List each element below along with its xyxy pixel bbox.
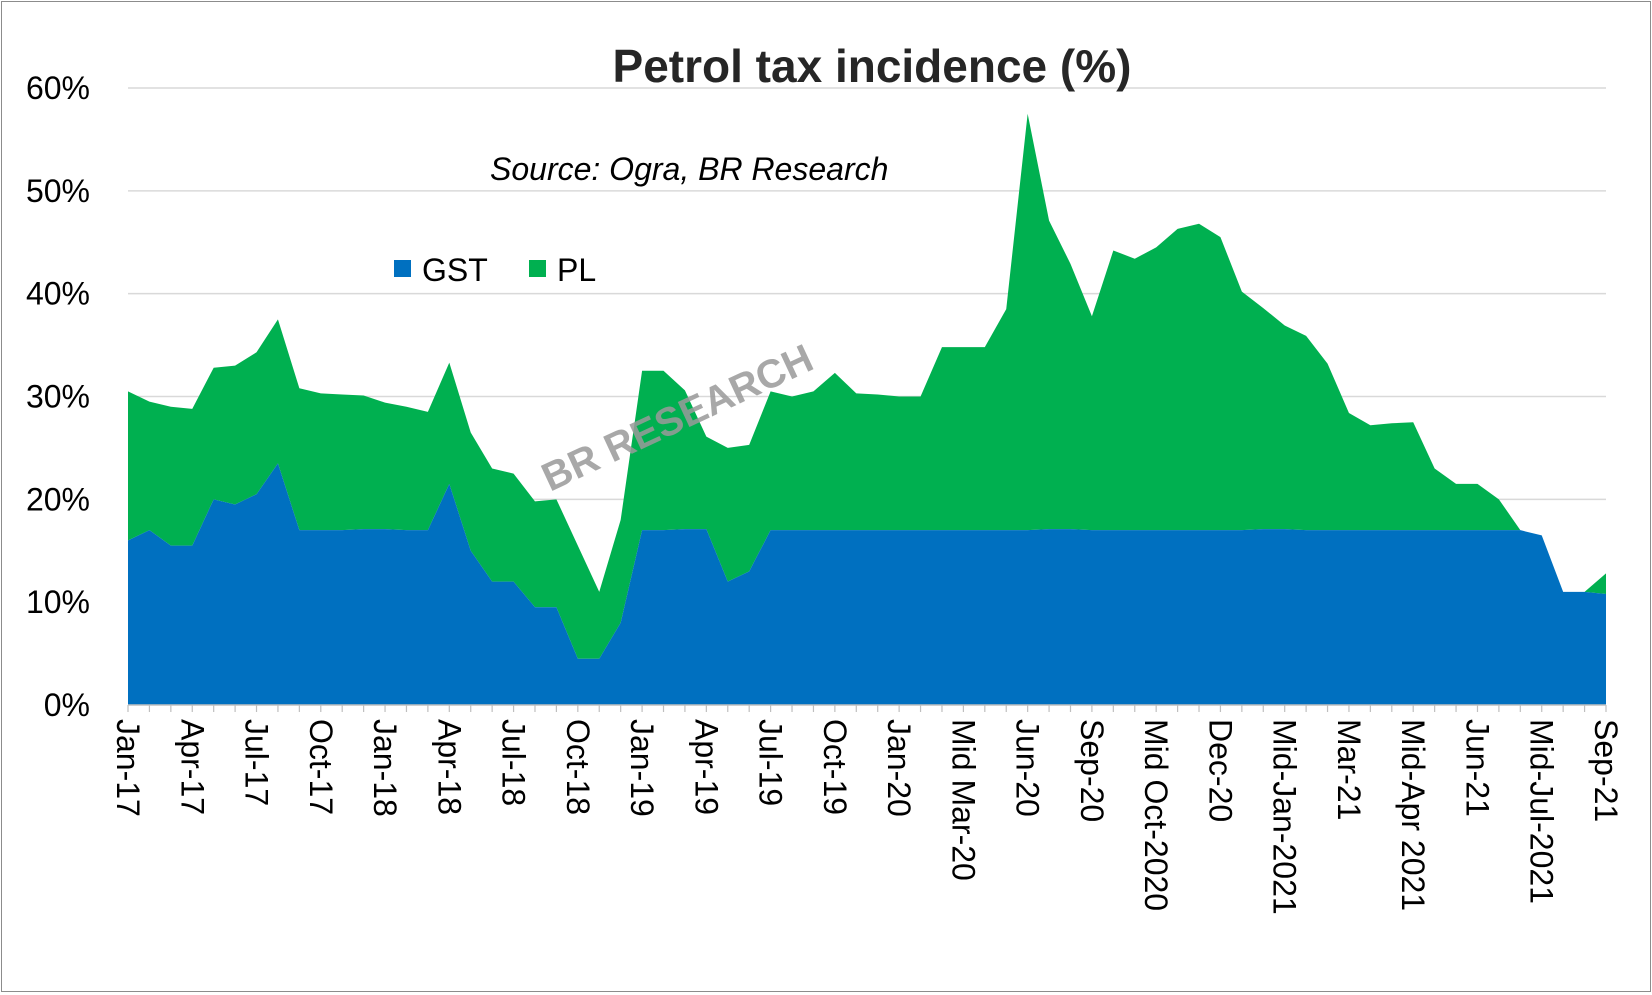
x-tick-label: Mid Oct-2020 bbox=[1138, 719, 1174, 911]
y-axis-ticks: 0% 10% 20% 30% 40% 50% 60% bbox=[26, 70, 90, 723]
chart-title: Petrol tax incidence (%) bbox=[613, 40, 1132, 92]
y-tick-label: 40% bbox=[26, 276, 90, 312]
legend-swatch-pl bbox=[529, 260, 546, 277]
area-series-gst bbox=[128, 463, 1606, 705]
x-tick-label: Oct-19 bbox=[817, 719, 853, 815]
x-tick-label: Jan-18 bbox=[367, 719, 403, 817]
y-tick-label: 10% bbox=[26, 584, 90, 620]
x-tick-label: Sep-20 bbox=[1074, 719, 1110, 822]
x-tick-label: Mar-21 bbox=[1331, 719, 1367, 820]
plot-areas bbox=[128, 113, 1606, 705]
x-tick-label: Oct-18 bbox=[560, 719, 596, 815]
x-tick-label: Mid-Jul-2021 bbox=[1524, 719, 1560, 904]
x-tick-label: Jul-17 bbox=[239, 719, 275, 806]
legend: GST PL bbox=[394, 252, 596, 288]
x-tick-label: Mid-Apr 2021 bbox=[1395, 719, 1431, 911]
x-tick-label: Jul-18 bbox=[496, 719, 532, 806]
legend-swatch-gst bbox=[394, 260, 411, 277]
y-tick-label: 0% bbox=[44, 687, 90, 723]
x-tick-label: Jul-19 bbox=[753, 719, 789, 806]
x-tick-label: Apr-17 bbox=[174, 719, 210, 815]
area-series-pl bbox=[128, 113, 1606, 659]
y-tick-label: 60% bbox=[26, 70, 90, 106]
y-tick-label: 30% bbox=[26, 379, 90, 415]
x-tick-label: Jan-20 bbox=[881, 719, 917, 817]
x-tick-label: Oct-17 bbox=[303, 719, 339, 815]
x-tick-label: Mid-Jan-2021 bbox=[1267, 719, 1303, 915]
y-tick-label: 50% bbox=[26, 173, 90, 209]
x-tick-label: Jun-21 bbox=[1459, 719, 1495, 817]
x-axis-ticks: Jan-17 Apr-17 Jul-17 Oct-17 Jan-18 Apr-18 Jul-… bbox=[110, 719, 1624, 915]
x-tick-label: Apr-18 bbox=[431, 719, 467, 815]
x-tick-label: Apr-19 bbox=[688, 719, 724, 815]
axes bbox=[127, 704, 1607, 712]
y-tick-label: 20% bbox=[26, 481, 90, 517]
x-tick-label: Sep-21 bbox=[1588, 719, 1624, 822]
legend-label-pl: PL bbox=[557, 252, 596, 288]
legend-label-gst: GST bbox=[422, 252, 488, 288]
x-tick-label: Jan-19 bbox=[624, 719, 660, 817]
x-tick-label: Dec-20 bbox=[1202, 719, 1238, 822]
chart-source: Source: Ogra, BR Research bbox=[490, 151, 888, 187]
x-tick-label: Jan-17 bbox=[110, 719, 146, 817]
x-tick-label: Jun-20 bbox=[1010, 719, 1046, 817]
x-tick-label: Mid Mar-20 bbox=[945, 719, 981, 881]
